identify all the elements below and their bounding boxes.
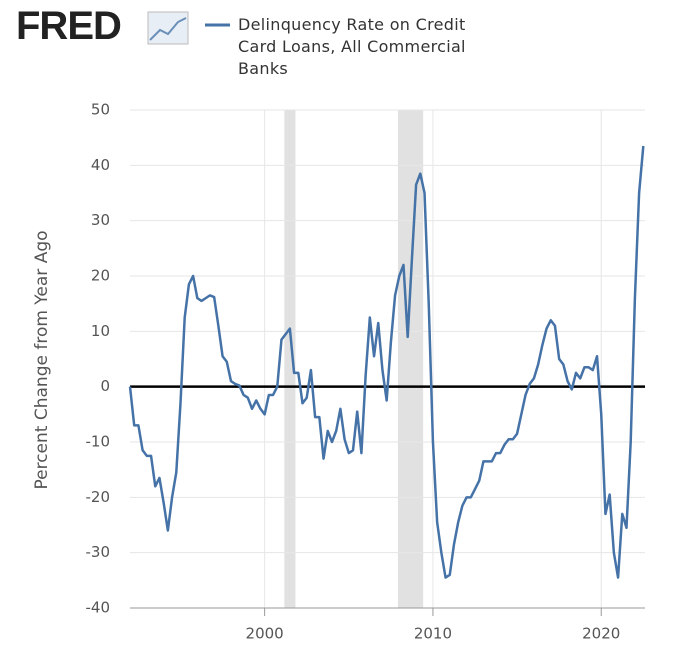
x-tick-label: 2010 — [414, 625, 452, 643]
logo: FRED — [16, 4, 122, 48]
x-tick-label: 2000 — [246, 625, 284, 643]
y-tick-label: 50 — [91, 101, 110, 119]
y-tick-label: 20 — [91, 267, 110, 285]
logo-icon — [147, 11, 189, 45]
y-tick-label: -10 — [86, 433, 111, 451]
y-tick-label: 40 — [91, 156, 110, 174]
recession-band — [284, 110, 296, 608]
y-tick-label: 0 — [100, 377, 110, 395]
y-tick-label: -40 — [86, 599, 111, 617]
recession-band — [397, 110, 424, 608]
x-tick-label: 2020 — [582, 625, 620, 643]
y-tick-label: 30 — [91, 211, 110, 229]
plot-area — [130, 110, 645, 608]
y-tick-label: -30 — [86, 543, 111, 561]
y-tick-label: -20 — [86, 488, 111, 506]
logo-icon-line — [149, 17, 187, 41]
y-tick-label: 10 — [91, 322, 110, 340]
legend-entry: Delinquency Rate on Credit Card Loans, A… — [238, 15, 466, 78]
y-axis-label: Percent Change from Year Ago — [32, 230, 52, 489]
series-line — [128, 145, 645, 579]
